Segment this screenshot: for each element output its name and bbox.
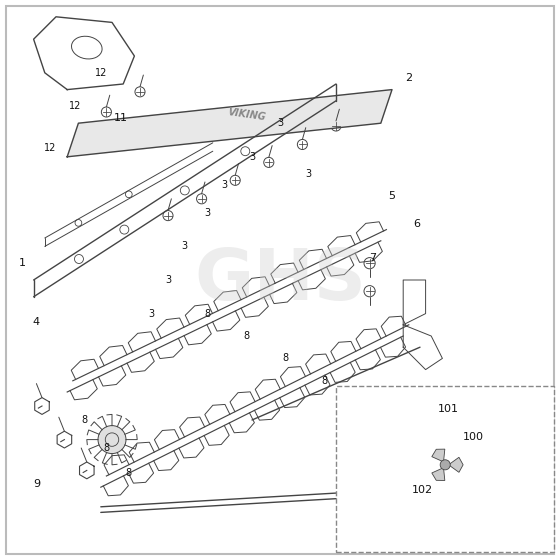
Text: 6: 6 xyxy=(414,219,421,229)
Circle shape xyxy=(440,460,450,470)
Text: 3: 3 xyxy=(204,208,210,218)
Text: 2: 2 xyxy=(405,73,412,83)
Text: 8: 8 xyxy=(104,443,109,453)
Text: 3: 3 xyxy=(165,275,171,285)
Text: 5: 5 xyxy=(389,191,395,201)
Text: 8: 8 xyxy=(322,376,328,386)
Text: 3: 3 xyxy=(277,118,283,128)
Polygon shape xyxy=(432,449,445,462)
Text: 11: 11 xyxy=(114,113,128,123)
Text: 8: 8 xyxy=(356,398,361,408)
Text: 4: 4 xyxy=(33,317,40,327)
Text: 3: 3 xyxy=(148,309,154,319)
Text: 100: 100 xyxy=(463,432,484,442)
Text: 10: 10 xyxy=(366,418,380,428)
Text: GHS: GHS xyxy=(194,245,366,315)
Text: 9: 9 xyxy=(33,479,40,489)
Text: 8: 8 xyxy=(283,353,288,363)
Polygon shape xyxy=(432,468,445,480)
Text: 12: 12 xyxy=(44,143,57,153)
Text: 3: 3 xyxy=(182,241,188,251)
Polygon shape xyxy=(67,90,392,157)
Text: 8: 8 xyxy=(81,415,87,425)
FancyBboxPatch shape xyxy=(336,386,554,552)
Text: 8: 8 xyxy=(244,331,249,341)
Text: 12: 12 xyxy=(69,101,82,111)
Text: 3: 3 xyxy=(305,169,311,179)
Text: 1: 1 xyxy=(19,258,26,268)
Text: 8: 8 xyxy=(204,309,210,319)
Text: VIKING: VIKING xyxy=(227,107,266,123)
Text: 101: 101 xyxy=(437,404,459,414)
Text: 102: 102 xyxy=(412,485,433,495)
Text: 7: 7 xyxy=(369,253,376,263)
Polygon shape xyxy=(449,458,463,472)
Text: 12: 12 xyxy=(95,68,107,78)
Text: 8: 8 xyxy=(126,468,132,478)
Text: 3: 3 xyxy=(221,180,227,190)
Text: 3: 3 xyxy=(249,152,255,162)
Circle shape xyxy=(98,426,126,454)
